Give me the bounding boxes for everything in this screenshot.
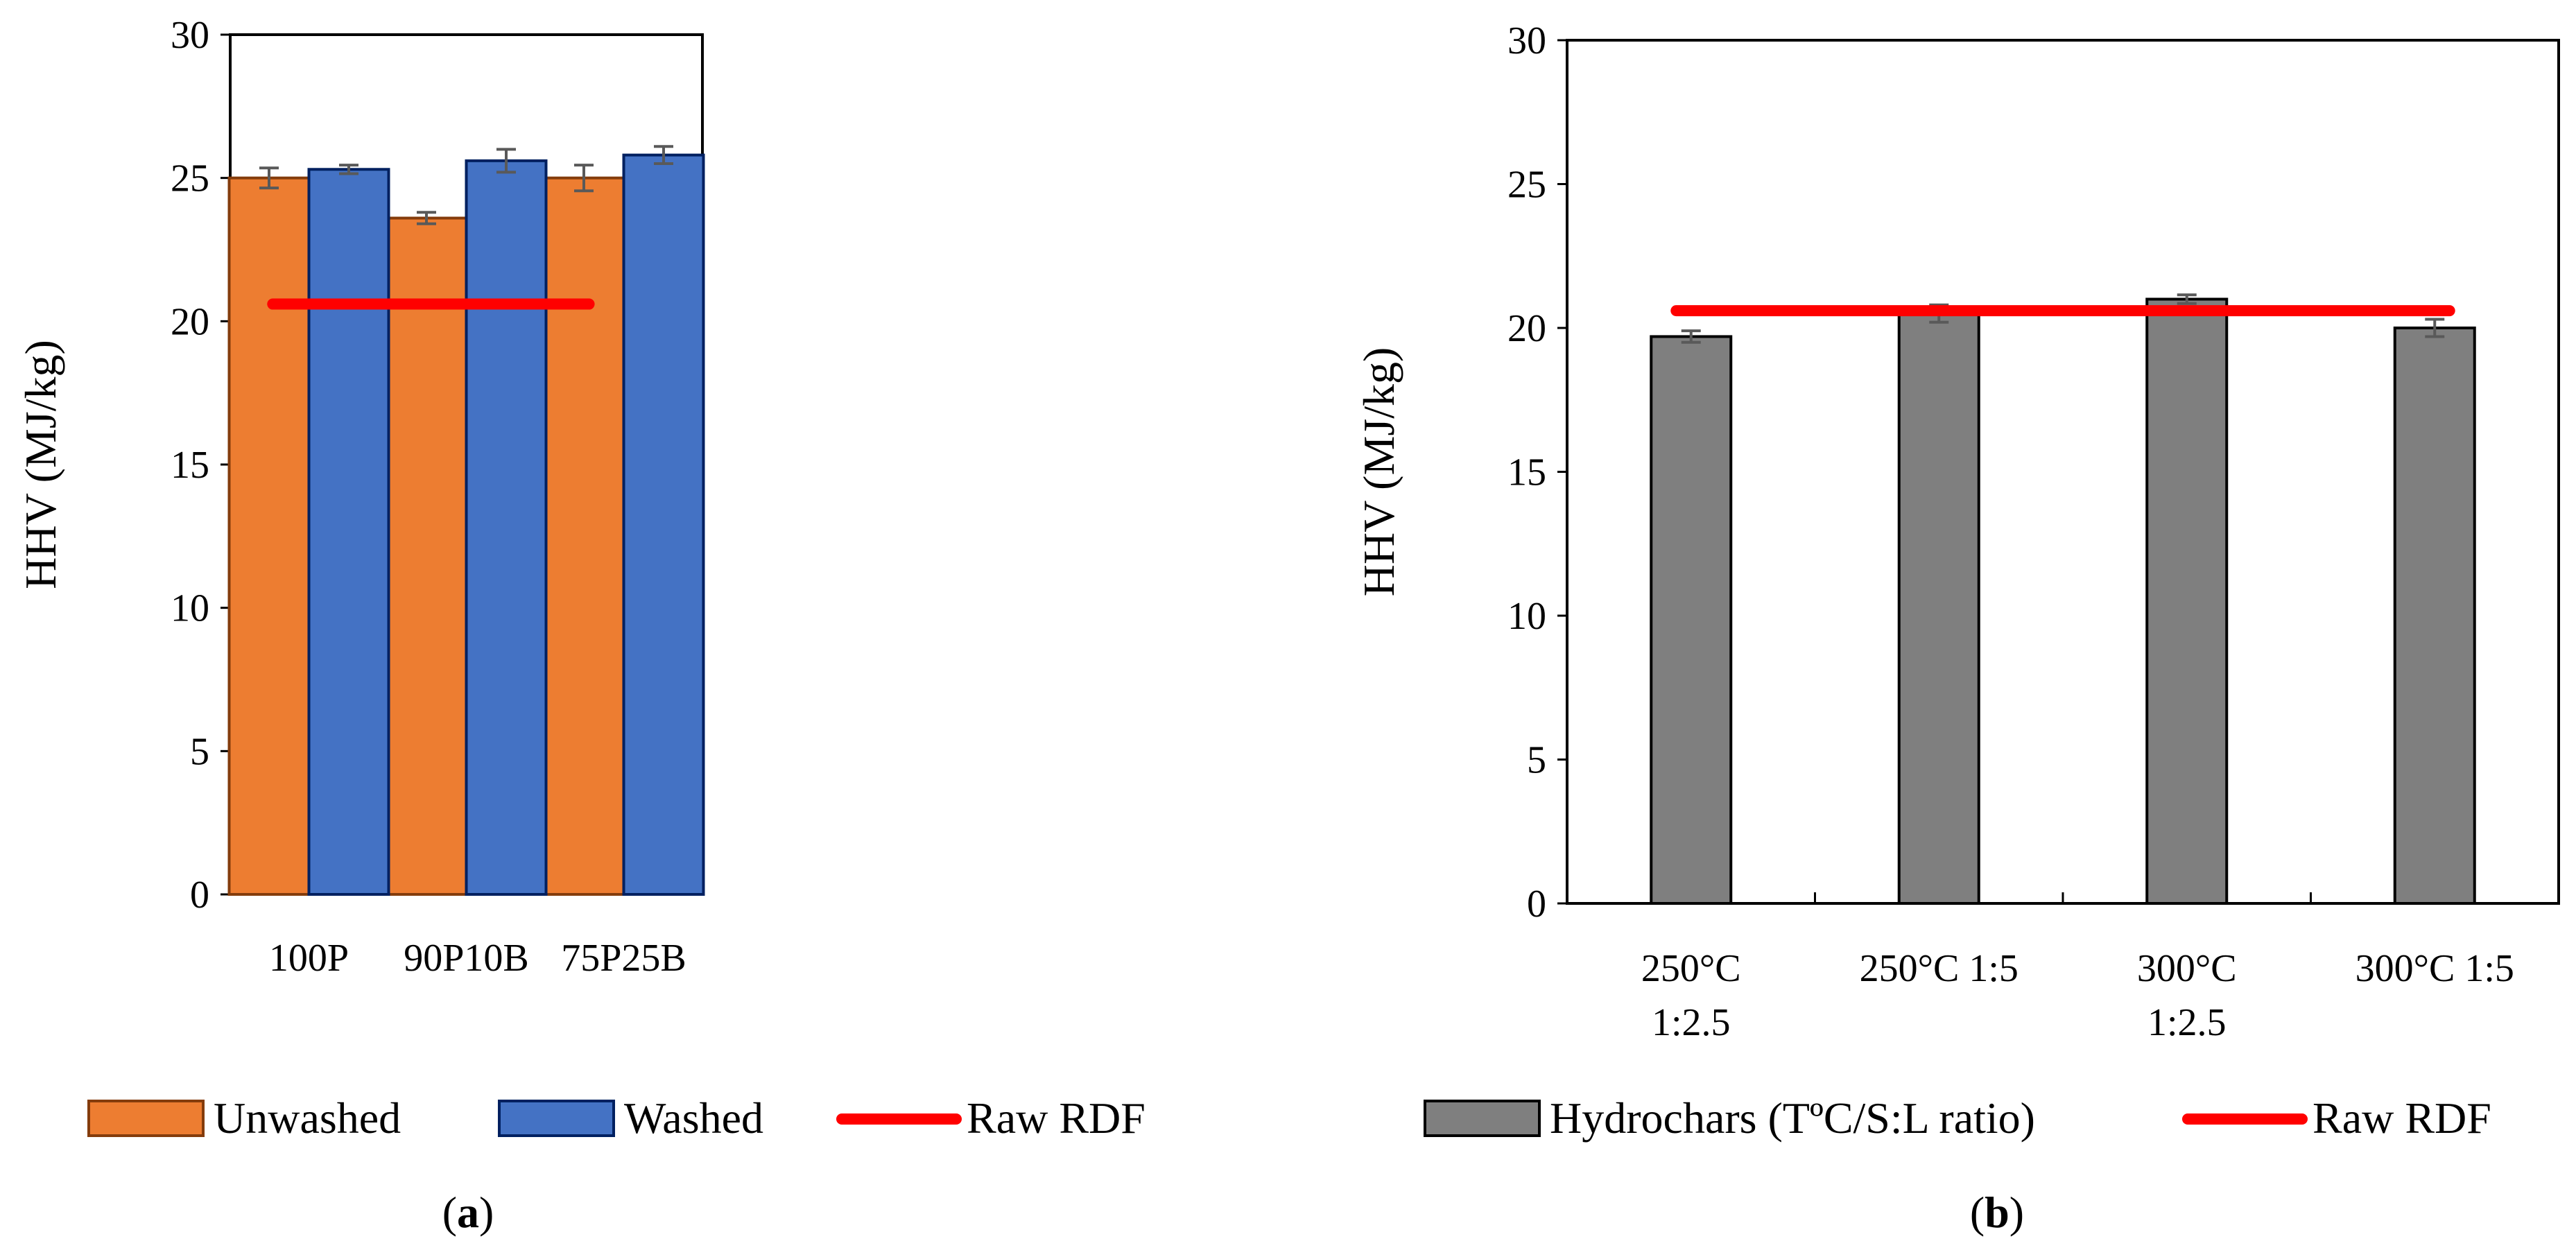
legend-label: Raw RDF — [967, 1093, 1146, 1143]
x-tick-label: 250°C — [1641, 947, 1741, 990]
y-tick-label: 15 — [171, 444, 209, 487]
y-tick-label: 0 — [190, 874, 209, 917]
y-tick-label: 25 — [171, 157, 209, 200]
panel-label: (b) — [1970, 1188, 2024, 1237]
y-axis-title: HHV (MJ/kg) — [1354, 347, 1403, 597]
y-tick-label: 5 — [190, 730, 209, 773]
y-tick-label: 30 — [171, 14, 209, 57]
bar — [465, 159, 548, 896]
y-tick-label: 20 — [171, 300, 209, 343]
y-tick-label: 5 — [1527, 739, 1546, 782]
panel-a-chart: 0 5 10 15 20 25 30 HHV (MJ/kg) 100P 90P10B 75P25B U… — [16, 14, 1146, 1237]
bar — [622, 153, 705, 896]
y-tick-label: 15 — [1507, 451, 1546, 494]
bar — [307, 168, 390, 896]
y-tick-label: 20 — [1507, 307, 1546, 350]
y-tick-label: 0 — [1527, 883, 1546, 926]
bar — [1897, 312, 1980, 905]
legend-label: Raw RDF — [2313, 1093, 2491, 1143]
legend-label: Hydrochars (TºC/S:L ratio) — [1550, 1093, 2035, 1143]
y-tick-label: 25 — [1507, 164, 1546, 207]
legend-label: Unwashed — [214, 1093, 401, 1143]
panel-label: (a) — [442, 1188, 494, 1237]
bar — [2393, 327, 2476, 905]
x-tick-label: 100P — [269, 937, 349, 980]
legend-label: Washed — [624, 1093, 763, 1143]
bar — [2145, 297, 2229, 905]
legend-swatch — [498, 1100, 615, 1137]
x-tick-label: 90P10B — [404, 937, 529, 980]
y-axis-title: HHV (MJ/kg) — [16, 340, 65, 589]
panel-b-chart: 0 5 10 15 20 25 30 HHV (MJ/kg) 250°C 1:2.5 250°C 1… — [1354, 19, 2560, 1237]
x-tick-label: 1:2.5 — [1652, 1001, 1731, 1044]
legend-swatch — [1424, 1100, 1541, 1137]
bar — [227, 176, 311, 896]
x-tick-label: 300°C 1:5 — [2355, 947, 2514, 990]
y-tick-label: 10 — [1507, 595, 1546, 638]
x-tick-label: 300°C — [2137, 947, 2237, 990]
x-tick-label: 75P25B — [561, 937, 686, 980]
y-tick-label: 10 — [171, 587, 209, 630]
bar — [542, 176, 625, 896]
legend-swatch — [87, 1100, 205, 1137]
x-tick-label: 250°C 1:5 — [1860, 947, 2019, 990]
y-tick-label: 30 — [1507, 19, 1546, 62]
x-tick-label: 1:2.5 — [2147, 1001, 2227, 1044]
bar — [1650, 335, 1733, 905]
bar — [385, 216, 468, 896]
